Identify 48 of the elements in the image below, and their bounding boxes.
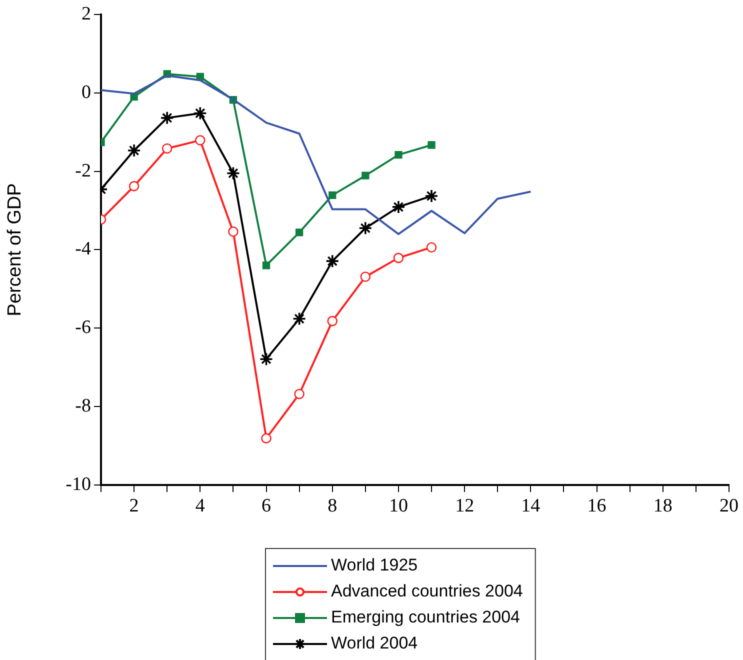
y-tick-label: -10 xyxy=(66,474,91,495)
point xyxy=(392,200,406,214)
legend-label: Emerging countries 2004 xyxy=(331,608,520,627)
point xyxy=(127,144,141,158)
legend-label: Advanced countries 2004 xyxy=(331,582,523,601)
point xyxy=(162,143,172,154)
point xyxy=(160,111,174,125)
point xyxy=(426,242,437,252)
point xyxy=(193,106,208,120)
point xyxy=(295,228,304,236)
y-tick-label: -6 xyxy=(75,317,91,338)
point xyxy=(294,388,304,400)
x-tick-label: 6 xyxy=(262,495,272,516)
point xyxy=(327,316,338,326)
x-tick-label: 12 xyxy=(455,495,474,516)
y-axis-title: Percent of GDP xyxy=(4,183,26,316)
point xyxy=(393,252,404,264)
point xyxy=(228,226,238,237)
point xyxy=(292,312,306,326)
x-tick-label: 8 xyxy=(328,495,338,516)
point xyxy=(362,172,370,180)
y-tick-label: -4 xyxy=(75,238,92,260)
point xyxy=(424,189,438,203)
x-tick-label: 2 xyxy=(129,495,139,516)
y-tick-label: -2 xyxy=(75,160,91,182)
x-tick-label: 14 xyxy=(521,495,541,516)
point xyxy=(259,352,274,366)
x-tick-label: 18 xyxy=(653,495,672,516)
legend-label: World 2004 xyxy=(331,634,418,653)
point xyxy=(262,262,270,270)
point xyxy=(128,181,140,192)
y-tick-label: -8 xyxy=(75,396,91,417)
y-tick-label: 0 xyxy=(82,82,91,103)
point xyxy=(325,254,340,268)
point xyxy=(360,272,371,282)
legend-label: World 1925 xyxy=(331,556,418,575)
x-tick-label: 20 xyxy=(720,495,738,516)
point xyxy=(428,141,436,149)
point xyxy=(261,433,272,444)
x-tick-label: 16 xyxy=(587,495,606,516)
point xyxy=(195,135,206,146)
y-tick-label: 2 xyxy=(82,3,91,24)
x-tick-label: 10 xyxy=(388,495,408,516)
point xyxy=(394,150,402,159)
point xyxy=(328,191,336,200)
point xyxy=(226,166,240,180)
x-tick-label: 4 xyxy=(195,495,206,516)
point xyxy=(358,221,372,236)
